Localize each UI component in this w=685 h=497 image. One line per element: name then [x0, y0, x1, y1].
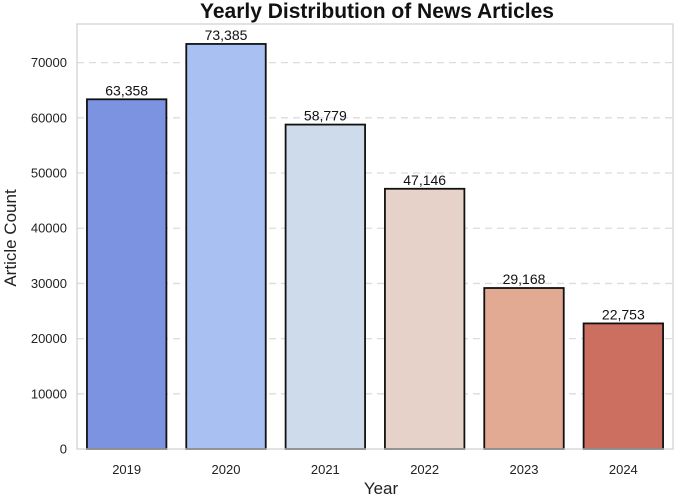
- y-tick-label: 40000: [31, 221, 67, 236]
- x-tick-label: 2020: [212, 462, 241, 477]
- y-axis-label: Article Count: [1, 189, 20, 287]
- y-tick-label: 60000: [31, 110, 67, 125]
- x-tick-label: 2021: [311, 462, 340, 477]
- x-tick-label: 2019: [112, 462, 141, 477]
- plot-frame: [76, 23, 674, 450]
- x-tick-label: 2022: [410, 462, 439, 477]
- data-label-2024: 22,753: [602, 306, 645, 322]
- data-label-2019: 63,358: [105, 82, 148, 98]
- bar-2019: [86, 98, 168, 450]
- y-axis-ticks: 0 10000 20000 30000 40000 50000 60000 70000: [31, 55, 67, 456]
- gridlines: [77, 61, 673, 395]
- data-label-2020: 73,385: [205, 27, 248, 43]
- x-axis-ticks: 2019 2020 2021 2022 2023 2024: [112, 462, 638, 477]
- y-tick-label: 10000: [31, 386, 67, 401]
- bar-2024: [582, 322, 664, 450]
- data-label-2022: 47,146: [403, 172, 446, 188]
- x-tick-label: 2024: [609, 462, 638, 477]
- y-tick-label: 50000: [31, 166, 67, 181]
- data-labels: 63,358 73,385 58,779 47,146 29,168 22,753: [105, 27, 645, 322]
- data-label-2023: 29,168: [503, 271, 546, 287]
- y-tick-label: 30000: [31, 276, 67, 291]
- y-tick-label: 0: [60, 442, 67, 457]
- x-tick-label: 2023: [510, 462, 539, 477]
- y-tick-label: 70000: [31, 55, 67, 70]
- x-axis-label: Year: [364, 479, 399, 497]
- bars: [86, 43, 664, 450]
- data-label-2021: 58,779: [304, 108, 347, 124]
- bar-2023: [483, 287, 565, 450]
- bar-2020: [185, 43, 267, 450]
- y-tick-label: 20000: [31, 331, 67, 346]
- bar-2022: [384, 187, 466, 450]
- chart-title: Yearly Distribution of News Articles: [200, 0, 554, 23]
- bar-2021: [284, 123, 366, 450]
